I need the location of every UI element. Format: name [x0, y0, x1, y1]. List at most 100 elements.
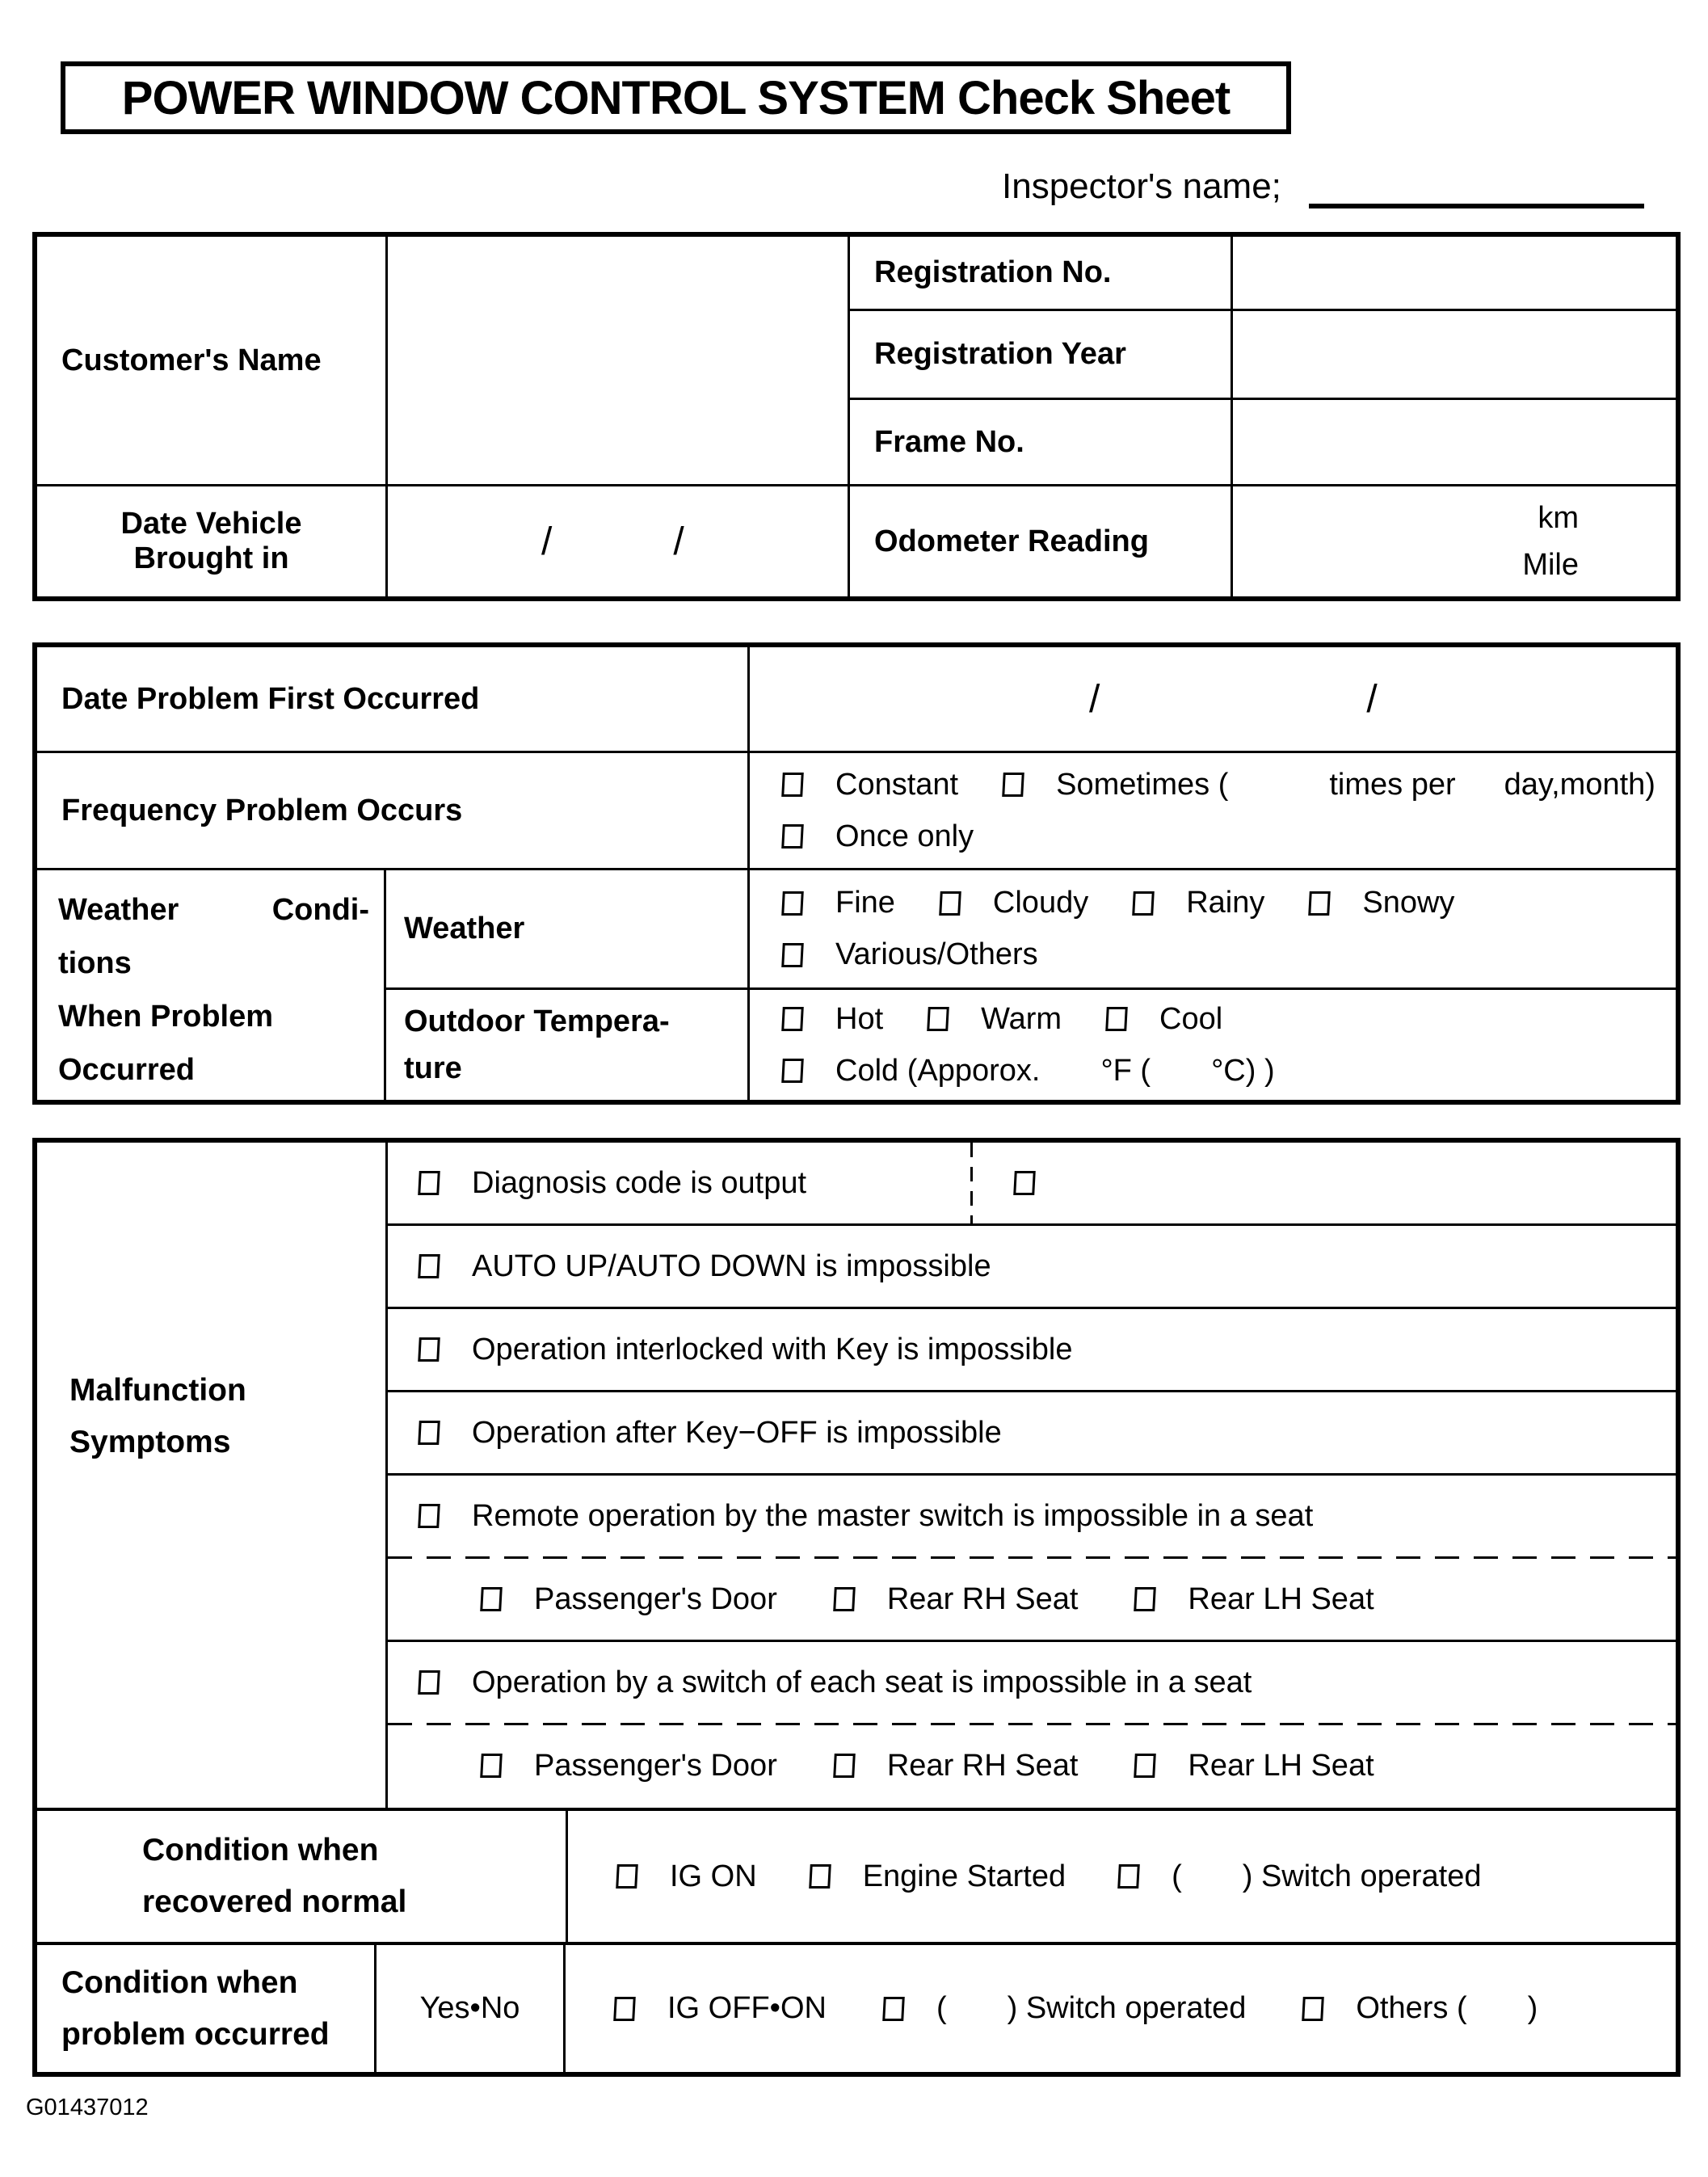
option-sometimes: Sometimes ( [1002, 768, 1228, 802]
vehicle-info-table: Customer's Name Registration No. Registr… [32, 232, 1681, 601]
symptom-row-key-interlock: Operation interlocked with Key is imposs… [388, 1309, 1676, 1390]
condition-recovered-label: Condition when recovered normal [37, 1811, 568, 1942]
date-slash: / [673, 520, 684, 563]
option-others: Others ( ) [1302, 1991, 1538, 2026]
date-problem-first-occurred-field[interactable]: / / [750, 647, 1676, 753]
option-rear-lh-seat: Rear LH Seat [1134, 1582, 1374, 1617]
weather-conditions-label: Weather Condi- tions When Problem Occurr… [37, 870, 386, 1100]
option-rear-rh-seat: Rear RH Seat [833, 1582, 1078, 1617]
option-switch-operated: ( ) Switch operated [882, 1991, 1246, 2026]
symptom-row-key-off: Operation after Key−OFF is impossible [388, 1392, 1676, 1473]
checkbox-icon[interactable] [1302, 1996, 1325, 2021]
checkbox-icon[interactable] [418, 1421, 440, 1445]
checkbox-icon[interactable] [613, 1996, 636, 2021]
checkbox-icon[interactable] [781, 942, 804, 967]
registration-year-label: Registration Year [850, 311, 1233, 400]
option-engine-started: Engine Started [808, 1859, 1066, 1894]
condition-recovered-options: IG ON Engine Started ( ) Switch operated [568, 1811, 1676, 1942]
symptom-row-each-seat-seats: Passenger's Door Rear RH Seat Rear LH Se… [388, 1725, 1676, 1806]
option-switch-operated: ( ) Switch operated [1117, 1859, 1481, 1894]
option-passengers-door: Passenger's Door [480, 1582, 777, 1617]
date-vehicle-brought-in-field[interactable]: / / [388, 486, 850, 596]
checkbox-icon[interactable] [418, 1670, 440, 1695]
symptom-row-remote-seats: Passenger's Door Rear RH Seat Rear LH Se… [388, 1559, 1676, 1640]
frequency-options-line1: Constant Sometimes ( times per day,month… [781, 759, 1676, 811]
odometer-units: km Mile [1233, 486, 1676, 596]
condition-recovered-row: Condition when recovered normal IG ON En… [37, 1811, 1676, 1942]
checkbox-icon[interactable] [781, 1059, 804, 1083]
checkbox-icon[interactable] [1132, 891, 1155, 916]
option-ig-off-on: IG OFF•ON [613, 1991, 827, 2026]
checkbox-icon[interactable] [927, 1007, 949, 1031]
checkbox-icon[interactable] [480, 1754, 503, 1778]
checkbox-icon[interactable] [1308, 891, 1331, 916]
option-rainy: Rainy [1132, 886, 1264, 920]
condition-problem-label: Condition when problem occurred [37, 1945, 377, 2072]
checkbox-icon[interactable] [418, 1171, 440, 1195]
temperature-options-line2: Cold (Apporox. °F ( °C) ) [781, 1045, 1676, 1097]
checkbox-icon[interactable] [939, 891, 961, 916]
customer-name-field[interactable] [388, 237, 850, 486]
option-cloudy: Cloudy [939, 886, 1088, 920]
unit-km: km [1538, 501, 1579, 535]
checkbox-icon[interactable] [418, 1504, 440, 1528]
option-passengers-door: Passenger's Door [480, 1749, 777, 1783]
frame-no-label: Frame No. [850, 400, 1233, 486]
checkbox-icon[interactable] [1134, 1754, 1157, 1778]
option-rear-rh-seat: Rear RH Seat [833, 1749, 1078, 1783]
checkbox-icon[interactable] [833, 1587, 856, 1611]
checkbox-icon[interactable] [1002, 773, 1024, 797]
symptom-row-auto-up-down: AUTO UP/AUTO DOWN is impossible [388, 1226, 1676, 1307]
outdoor-temperature-label: Outdoor Tempera- ture [386, 990, 750, 1100]
checkbox-icon[interactable] [418, 1254, 440, 1278]
checkbox-icon[interactable] [808, 1864, 831, 1889]
registration-year-field[interactable] [1233, 311, 1676, 400]
symptom-row-diagnosis-code: Diagnosis code is output [388, 1143, 1676, 1223]
weather-options: Fine Cloudy Rainy Snowy Variou [750, 870, 1676, 990]
condition-problem-options: IG OFF•ON ( ) Switch operated Others ( ) [566, 1945, 1676, 2072]
checkbox-icon[interactable] [882, 1996, 905, 2021]
symptoms-table: Malfunction Symptoms Diagnosis code is o… [32, 1138, 1681, 2077]
checkbox-icon[interactable] [781, 1007, 804, 1031]
customer-name-label: Customer's Name [37, 237, 388, 486]
option-cold: Cold (Apporox. [781, 1054, 1040, 1088]
row-divider [388, 1307, 1676, 1309]
checkbox-icon[interactable] [781, 773, 804, 797]
problem-info-table: Date Problem First Occurred / / Frequenc… [32, 642, 1681, 1105]
option-ig-on: IG ON [616, 1859, 757, 1894]
checkbox-icon[interactable] [1134, 1587, 1157, 1611]
frequency-problem-occurs-label: Frequency Problem Occurs [37, 753, 750, 870]
row-divider [388, 1640, 1676, 1642]
checkbox-icon[interactable] [1105, 1007, 1128, 1031]
title-box: POWER WINDOW CONTROL SYSTEM Check Sheet [61, 61, 1291, 134]
malfunction-symptoms-section: Malfunction Symptoms Diagnosis code is o… [37, 1143, 1676, 1808]
date-slash: / [1366, 677, 1378, 721]
row-divider [388, 1223, 1676, 1226]
checkbox-icon[interactable] [418, 1337, 440, 1362]
weather-label: Weather [386, 870, 750, 990]
frame-no-field[interactable] [1233, 400, 1676, 486]
checkbox-icon[interactable] [480, 1587, 503, 1611]
frequency-options: Constant Sometimes ( times per day,month… [750, 753, 1676, 870]
inspector-name-blank-line[interactable] [1309, 204, 1644, 208]
date-slash: / [1089, 677, 1100, 721]
unit-mile: Mile [1522, 548, 1579, 582]
option-cool: Cool [1105, 1002, 1222, 1037]
checkbox-icon[interactable] [616, 1864, 638, 1889]
weather-options-line2: Various/Others [781, 929, 1676, 981]
checkbox-icon[interactable] [781, 891, 804, 916]
option-diagnosis-code: Diagnosis code is output [418, 1166, 806, 1201]
registration-no-field[interactable] [1233, 237, 1676, 311]
checkbox-icon[interactable] [1117, 1864, 1140, 1889]
option-key-off: Operation after Key−OFF is impossible [418, 1416, 1002, 1451]
row-divider [388, 1473, 1676, 1476]
option-key-interlock: Operation interlocked with Key is imposs… [418, 1333, 1072, 1367]
checkbox-icon[interactable] [781, 824, 804, 848]
malfunction-symptoms-label: Malfunction Symptoms [37, 1143, 388, 1808]
day-month-text: day,month) [1504, 767, 1655, 802]
option-hot: Hot [781, 1002, 883, 1037]
checkbox-icon[interactable] [833, 1754, 856, 1778]
section-divider [37, 1808, 1676, 1811]
checkbox-icon[interactable] [1013, 1171, 1036, 1195]
condition-problem-row: Condition when problem occurred Yes•No I… [37, 1945, 1676, 2072]
